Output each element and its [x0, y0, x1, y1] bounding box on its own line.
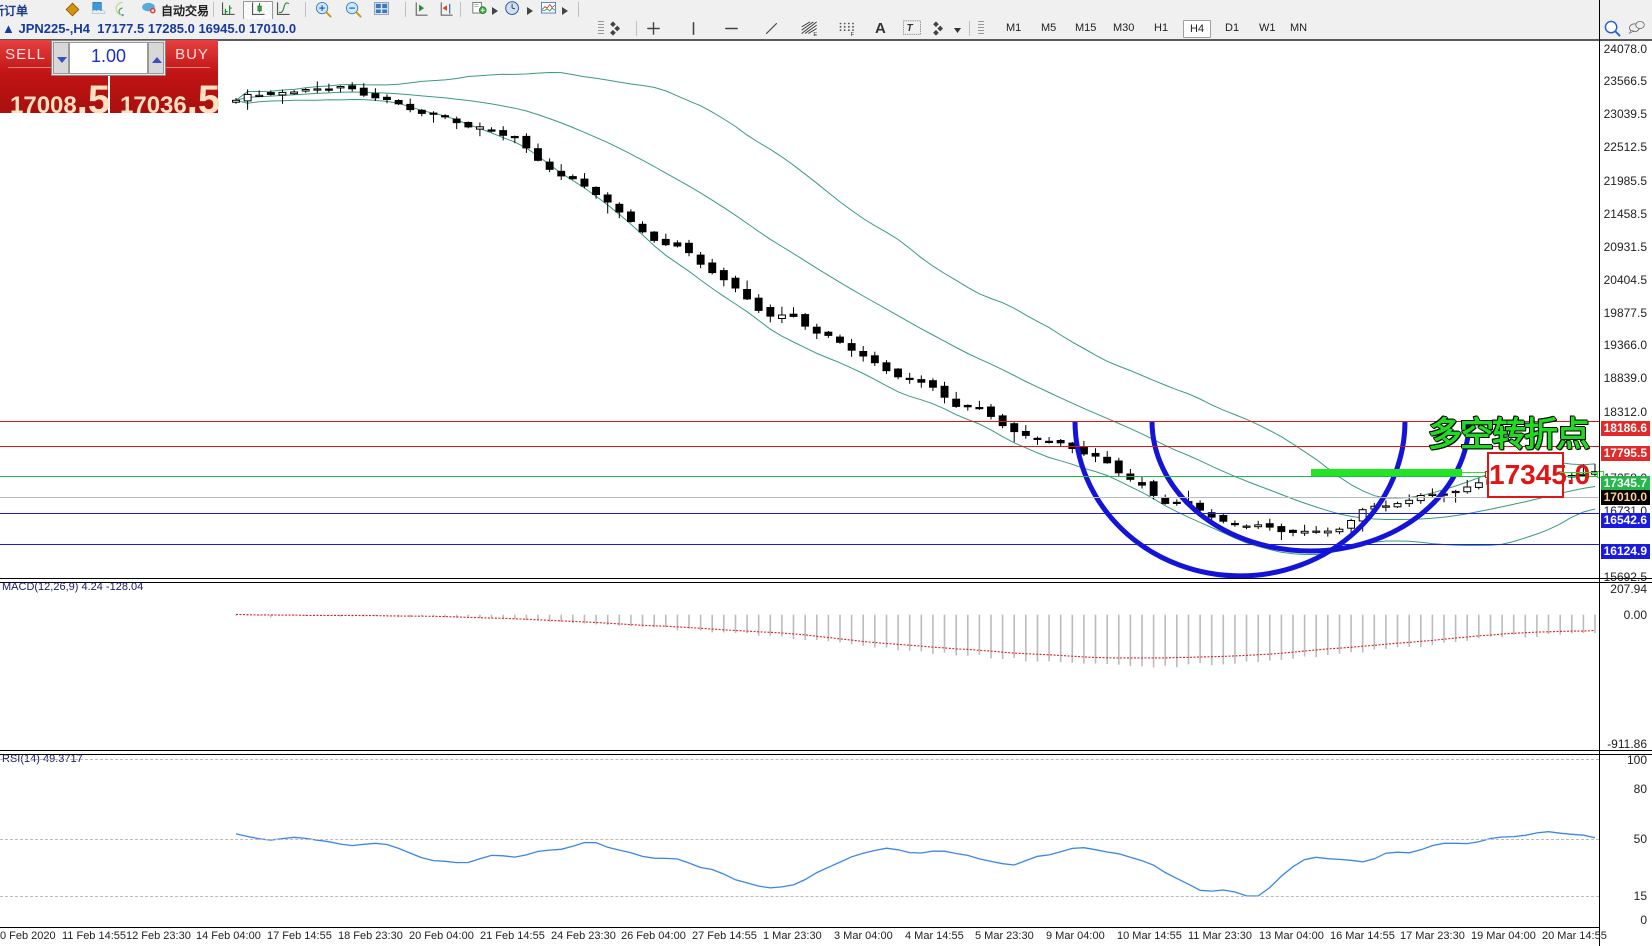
- svg-text:E: E: [813, 32, 817, 37]
- svg-text:F: F: [851, 32, 855, 37]
- svg-text:T: T: [907, 23, 914, 34]
